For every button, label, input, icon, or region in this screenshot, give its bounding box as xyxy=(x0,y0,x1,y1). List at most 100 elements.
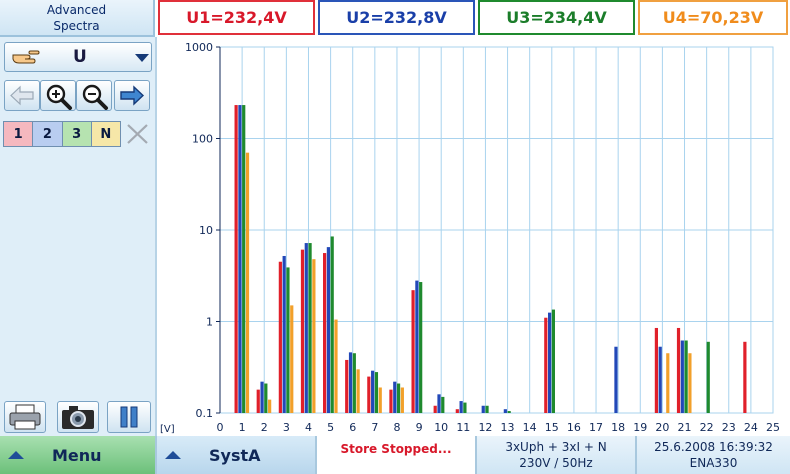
harmonic-bar-phase-3 xyxy=(352,353,356,413)
connection-info: 3xUph + 3xI + N 230V / 50Hz xyxy=(477,436,637,474)
x-tick-label: 13 xyxy=(501,421,515,434)
harmonic-bar-phase-1 xyxy=(300,249,305,413)
harmonic-bar-phase-3 xyxy=(330,236,334,413)
harmonic-bar-phase-1 xyxy=(278,261,282,413)
y-tick-label: 0.1 xyxy=(196,407,214,420)
scroll-left-button[interactable] xyxy=(4,80,40,111)
harmonic-bar-phase-1 xyxy=(743,341,747,413)
triangle-up-icon xyxy=(165,451,181,459)
x-tick-label: 8 xyxy=(393,421,400,434)
triangle-up-icon xyxy=(8,451,24,459)
print-button[interactable] xyxy=(4,401,46,433)
x-tick-label: 5 xyxy=(327,421,334,434)
phase-n-toggle[interactable]: N xyxy=(91,122,120,146)
zoom-in-icon xyxy=(46,84,72,110)
harmonic-bar-phase-2 xyxy=(481,405,485,413)
zoom-out-icon xyxy=(82,84,108,110)
harmonic-bar-phase-2 xyxy=(437,394,441,413)
harmonic-bar-phase-4 xyxy=(356,369,360,413)
harmonic-bar-phase-4 xyxy=(290,305,294,413)
harmonic-bar-phase-1 xyxy=(256,389,260,413)
harmonic-bar-phase-2 xyxy=(548,312,552,413)
x-tick-label: 17 xyxy=(589,421,603,434)
x-tick-label: 16 xyxy=(567,421,581,434)
harmonic-bar-phase-3 xyxy=(706,341,710,413)
arrow-right-icon xyxy=(120,85,145,106)
datetime-info: 25.6.2008 16:39:32 ENA330 xyxy=(637,436,790,474)
y-axis-label: [V] xyxy=(160,424,175,435)
close-icon[interactable] xyxy=(124,121,151,147)
x-tick-label: 23 xyxy=(722,421,736,434)
system-button[interactable]: SystA xyxy=(157,436,317,474)
pause-button[interactable] xyxy=(107,401,151,433)
zoom-out-button[interactable] xyxy=(76,80,112,111)
harmonic-bar-phase-3 xyxy=(441,396,445,413)
harmonic-bar-phase-2 xyxy=(326,247,330,413)
quantity-label: U xyxy=(73,47,87,67)
harmonic-bar-phase-3 xyxy=(308,243,312,413)
harmonic-bar-phase-1 xyxy=(345,359,349,413)
harmonic-bar-phase-3 xyxy=(242,105,246,413)
harmonic-bar-phase-2 xyxy=(503,409,507,413)
x-tick-label: 22 xyxy=(700,421,714,434)
harmonic-bar-phase-1 xyxy=(389,389,393,413)
chart-bars xyxy=(234,105,747,413)
harmonic-bar-phase-4 xyxy=(688,353,692,413)
x-tick-label: 15 xyxy=(545,421,559,434)
screenshot-button[interactable] xyxy=(57,401,99,433)
harmonic-bar-phase-4 xyxy=(334,319,338,413)
harmonic-bar-phase-1 xyxy=(323,253,327,413)
harmonic-bar-phase-3 xyxy=(374,372,379,413)
u2-readout: U2=232,8V xyxy=(318,0,475,35)
quantity-select[interactable]: U xyxy=(4,42,152,72)
harmonic-bar-phase-4 xyxy=(666,353,670,413)
screen-title-line2: Spectra xyxy=(53,19,100,33)
harmonic-bar-phase-4 xyxy=(312,259,316,413)
menu-button[interactable]: Menu xyxy=(0,436,157,474)
y-tick-label: 10 xyxy=(199,224,213,237)
pointing-hand-icon xyxy=(12,50,40,64)
pause-icon xyxy=(120,406,138,428)
phase-3-toggle[interactable]: 3 xyxy=(62,122,92,146)
x-tick-label: 11 xyxy=(456,421,470,434)
device-name: ENA330 xyxy=(689,456,738,470)
chevron-down-icon xyxy=(135,54,149,62)
harmonic-bar-phase-2 xyxy=(304,243,308,413)
harmonic-bar-phase-1 xyxy=(367,376,371,413)
x-tick-label: 10 xyxy=(434,421,448,434)
harmonic-bar-phase-2 xyxy=(459,401,463,413)
arrow-left-icon xyxy=(10,85,34,106)
sidebar: U 1 2 3 N xyxy=(0,37,157,436)
x-tick-label: 25 xyxy=(766,421,780,434)
harmonic-bar-phase-3 xyxy=(264,383,268,413)
harmonic-bar-phase-4 xyxy=(268,399,272,413)
x-tick-label: 3 xyxy=(283,421,290,434)
zoom-in-button[interactable] xyxy=(40,80,76,111)
scroll-right-button[interactable] xyxy=(114,80,150,111)
phase-1-toggle[interactable]: 1 xyxy=(4,122,34,146)
harmonic-bar-phase-4 xyxy=(400,387,404,413)
harmonic-bar-phase-3 xyxy=(419,282,423,413)
harmonic-bar-phase-1 xyxy=(676,327,681,413)
harmonic-bar-phase-2 xyxy=(348,352,353,413)
screen-title-line1: Advanced xyxy=(46,3,107,17)
harmonic-bar-phase-1 xyxy=(433,405,437,413)
system-label: SystA xyxy=(209,446,261,465)
x-tick-label: 12 xyxy=(478,421,492,434)
x-tick-label: 14 xyxy=(523,421,537,434)
harmonic-bar-phase-2 xyxy=(680,340,684,413)
harmonic-bar-phase-3 xyxy=(485,405,489,413)
harmonic-bar-phase-1 xyxy=(234,105,238,413)
x-tick-label: 24 xyxy=(744,421,758,434)
y-tick-label: 1000 xyxy=(185,41,213,54)
timestamp: 25.6.2008 16:39:32 xyxy=(654,440,773,454)
harmonic-bar-phase-4 xyxy=(378,387,382,413)
x-tick-label: 9 xyxy=(416,421,423,434)
harmonic-bar-phase-2 xyxy=(371,370,375,413)
harmonic-bar-phase-4 xyxy=(245,152,250,413)
harmonic-bar-phase-2 xyxy=(415,280,419,413)
phase-2-toggle[interactable]: 2 xyxy=(33,122,63,146)
harmonic-bar-phase-2 xyxy=(614,346,618,413)
phase-selector: 1 2 3 N xyxy=(3,121,121,147)
